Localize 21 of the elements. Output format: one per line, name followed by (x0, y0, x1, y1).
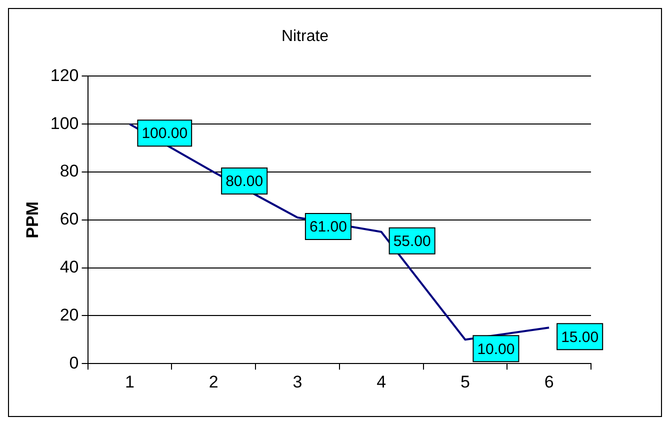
data-label: 61.00 (309, 218, 347, 236)
y-tick-label: 20 (60, 305, 79, 324)
data-label: 100.00 (142, 125, 188, 142)
y-tick-label: 100 (50, 114, 79, 133)
data-label: 10.00 (477, 340, 515, 358)
data-label: 80.00 (226, 173, 264, 190)
data-label: 15.00 (561, 328, 599, 346)
y-tick-label: 120 (50, 66, 79, 85)
y-tick-label: 0 (69, 353, 79, 372)
x-tick-label: 1 (124, 372, 134, 392)
y-axis-title: PPM (22, 201, 42, 238)
x-tick-label: 4 (376, 372, 386, 392)
y-tick-label: 40 (60, 257, 79, 276)
x-tick-label: 2 (208, 372, 218, 392)
x-tick-label: 6 (544, 372, 554, 392)
x-tick-label: 3 (292, 372, 302, 392)
y-tick-label: 80 (60, 162, 79, 181)
y-tick-label: 60 (60, 210, 79, 229)
x-tick-label: 5 (460, 372, 470, 392)
chart-title: Nitrate (281, 28, 329, 46)
data-label: 55.00 (393, 233, 431, 250)
